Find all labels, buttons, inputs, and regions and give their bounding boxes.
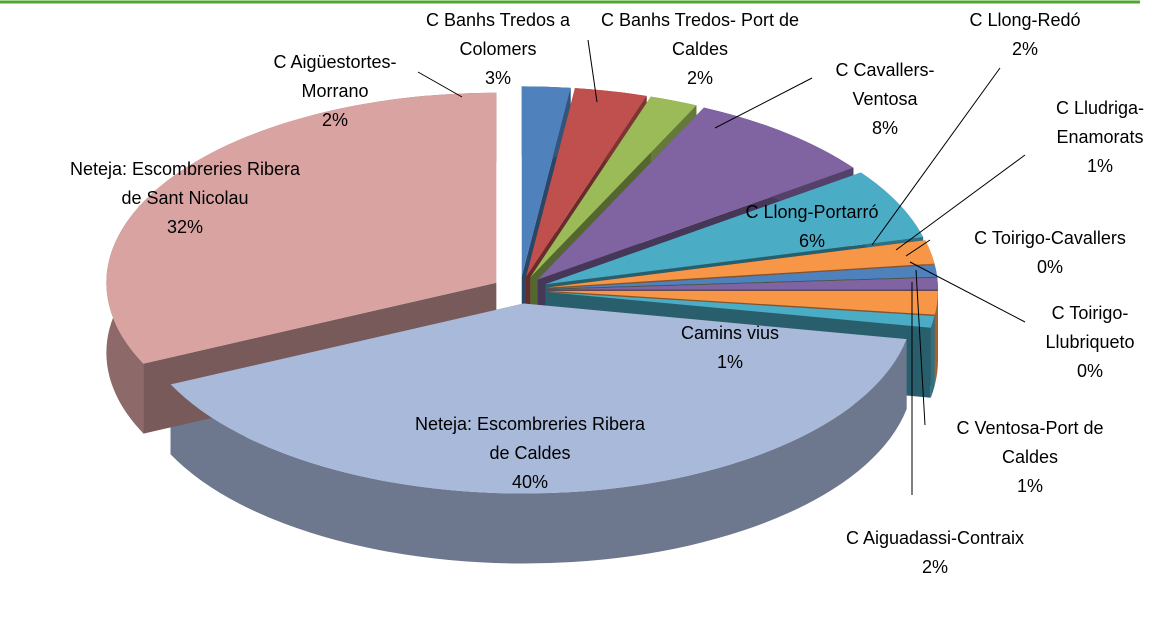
category-label: Camins vius (680, 323, 780, 343)
slice (547, 292, 935, 328)
slice (545, 172, 924, 285)
percent-label: 40% (511, 472, 549, 492)
tops (106, 86, 938, 494)
leader-line (587, 39, 598, 103)
percent-label: 0% (1076, 361, 1103, 381)
data-label: C Llong-Redó 2% (955, 6, 1095, 64)
category-label: C Llong-Portarró (745, 202, 879, 222)
slice (530, 96, 697, 278)
data-label: C Ventosa-Port de Caldes 1% (930, 414, 1130, 501)
percent-label: 2% (921, 557, 948, 577)
data-label: C Toirigo-Cavallers 0% (935, 224, 1165, 282)
data-label: C Toirigo-Llubriqueto 0% (1025, 299, 1155, 386)
leader-line (895, 154, 1026, 251)
slice (547, 290, 938, 315)
data-label: Camins vius 1% (655, 319, 805, 377)
percent-label: 32% (166, 217, 204, 237)
data-label: Neteja: Escombreries Ribera de Sant Nico… (60, 155, 310, 242)
category-label: C Aiguadassi-Contraix (845, 528, 1025, 548)
category-label: C Llong-Redó (969, 10, 1081, 30)
category-label: C Banhs Tredos- Port de Caldes (600, 10, 800, 59)
percent-label: 1% (716, 352, 743, 372)
percent-label: 8% (871, 118, 898, 138)
category-label: C Cavallers-Ventosa (835, 60, 935, 109)
slice (547, 277, 938, 290)
category-label: C Ventosa-Port de Caldes (956, 418, 1104, 467)
leader-line (417, 71, 463, 98)
leader-line (915, 269, 926, 426)
data-label: C Banhs Tredos a Colomers 3% (406, 6, 591, 93)
slice (106, 92, 497, 364)
leader-line (714, 77, 813, 129)
percent-label: 2% (686, 68, 713, 88)
data-label: C Cavallers-Ventosa 8% (810, 56, 960, 143)
slice (547, 240, 935, 288)
slice (526, 88, 647, 277)
data-label: C Llong-Portarró 6% (727, 198, 897, 256)
category-label: C Toirigo-Llubriqueto (1045, 303, 1135, 352)
slice-side (930, 315, 935, 398)
data-label: C Aiguadassi-Contraix 2% (810, 524, 1060, 582)
category-label: C Banhs Tredos a Colomers (425, 10, 571, 59)
percent-label: 6% (798, 231, 825, 251)
percent-label: 2% (321, 110, 348, 130)
percent-label: 1% (1086, 156, 1113, 176)
data-label: Neteja: Escombreries Ribera de Caldes 40% (405, 410, 655, 497)
data-label: C Aigüestortes-Morrano 2% (250, 48, 420, 135)
leader-line (905, 239, 931, 257)
category-label: Neteja: Escombreries Ribera de Sant Nico… (69, 159, 301, 208)
data-label: C Banhs Tredos- Port de Caldes 2% (585, 6, 815, 93)
slice (547, 264, 938, 289)
leader-line (871, 67, 1001, 246)
slice (170, 303, 907, 494)
category-label: C Aigüestortes-Morrano (273, 52, 397, 101)
slice (537, 107, 854, 280)
percent-label: 1% (1016, 476, 1043, 496)
slice (521, 86, 571, 277)
percent-label: 0% (1036, 257, 1063, 277)
leader-line (909, 261, 1026, 323)
slice-side (934, 290, 938, 385)
percent-label: 3% (484, 68, 511, 88)
category-label: Neteja: Escombreries Ribera de Caldes (414, 414, 646, 463)
category-label: C Lludriga-Enamorats (1055, 98, 1145, 147)
slice-side (170, 339, 907, 564)
percent-label: 2% (1011, 39, 1038, 59)
category-label: C Toirigo-Cavallers (974, 228, 1126, 248)
data-label: C Lludriga-Enamorats 1% (1035, 94, 1165, 181)
